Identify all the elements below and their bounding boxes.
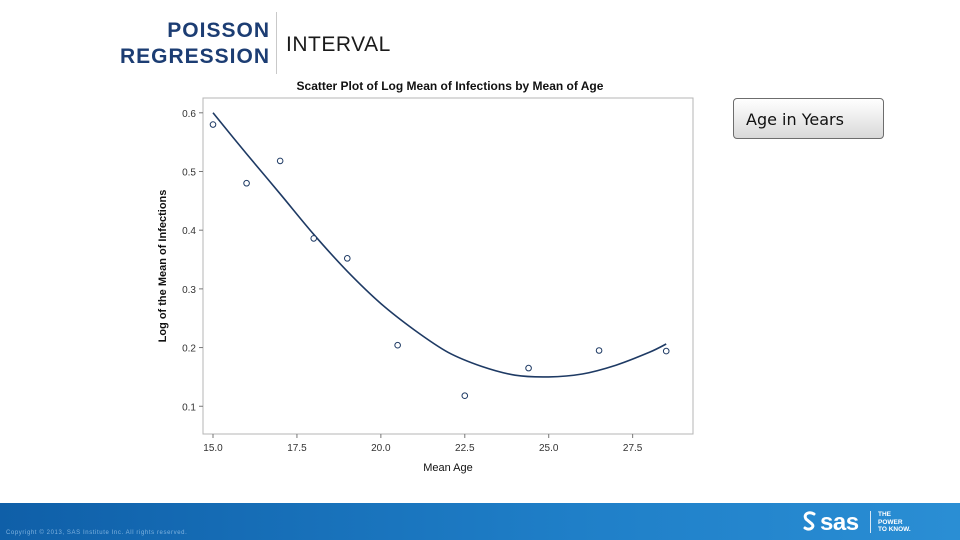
x-tick-label: 20.0: [371, 443, 391, 454]
data-point: [343, 255, 351, 262]
slide-subtitle: INTERVAL: [286, 33, 391, 56]
plot-frame: [202, 97, 694, 435]
x-tick-label: 15.0: [203, 443, 223, 454]
x-axis: 15.0 17.5 20.0 22.5 25.0 27.5: [203, 434, 643, 454]
scatter-chart: Scatter Plot of Log Mean of Infections b…: [150, 76, 710, 476]
y-tick-label: 0.3: [182, 285, 196, 296]
data-point: [525, 364, 532, 372]
data-point: [662, 347, 670, 355]
y-tick-label: 0.1: [182, 402, 196, 413]
y-axis-label: Log of the Mean of Infections: [157, 190, 169, 343]
y-axis: 0.6 0.5 0.4 0.3 0.2 0.1: [182, 109, 203, 413]
y-tick-label: 0.2: [182, 344, 196, 355]
data-point: [243, 179, 250, 187]
x-tick-label: 27.5: [623, 443, 643, 454]
footer-bar: Copyright © 2013, SAS Institute Inc. All…: [0, 503, 960, 540]
title-line-2: REGRESSION: [119, 45, 270, 68]
copyright-text: Copyright © 2013, SAS Institute Inc. All…: [6, 530, 188, 536]
tagline-line-1: THE: [878, 511, 891, 518]
sas-wordmark: sas: [820, 509, 859, 536]
age-in-years-callout: Age in Years: [733, 98, 884, 139]
fit-curve: [212, 112, 667, 378]
sas-s-icon: [803, 511, 816, 531]
data-point: [595, 347, 603, 354]
title-line-1: POISSON: [167, 19, 270, 42]
title-divider: [276, 12, 277, 74]
x-axis-label: Mean Age: [423, 462, 473, 474]
x-tick-label: 17.5: [287, 443, 307, 454]
sas-tagline: THE POWER TO KNOW.: [878, 511, 911, 534]
data-point: [209, 121, 217, 128]
tagline-line-2: POWER: [878, 518, 903, 526]
data-point: [310, 235, 318, 242]
y-tick-label: 0.6: [182, 109, 196, 120]
scatter-points: [209, 121, 670, 399]
data-point: [394, 341, 401, 349]
tagline-line-3: TO KNOW.: [878, 526, 911, 533]
slide-title: POISSON REGRESSION: [0, 18, 270, 70]
y-tick-label: 0.5: [182, 167, 196, 178]
x-tick-label: 22.5: [455, 443, 475, 454]
chart-svg: Scatter Plot of Log Mean of Infections b…: [157, 79, 694, 474]
y-tick-label: 0.4: [182, 226, 196, 237]
data-point: [461, 392, 469, 399]
data-point: [276, 157, 284, 165]
chart-title: Scatter Plot of Log Mean of Infections b…: [297, 79, 604, 93]
logo-separator: [870, 511, 871, 533]
x-tick-label: 25.0: [539, 443, 559, 454]
sas-logo: sas THE POWER TO KNOW.: [800, 509, 950, 537]
